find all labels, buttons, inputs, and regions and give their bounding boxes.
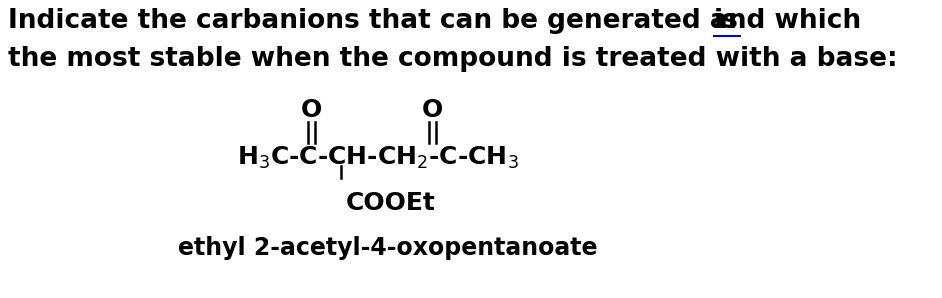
Text: O: O xyxy=(301,98,322,122)
Text: H$_3$C-C-CH-CH$_2$-C-CH$_3$: H$_3$C-C-CH-CH$_2$-C-CH$_3$ xyxy=(237,145,519,171)
Text: Indicate the carbanions that can be generated and which: Indicate the carbanions that can be gene… xyxy=(8,8,870,34)
Text: ethyl 2-acetyl-4-oxopentanoate: ethyl 2-acetyl-4-oxopentanoate xyxy=(178,236,597,260)
Text: COOEt: COOEt xyxy=(346,191,435,215)
Text: O: O xyxy=(422,98,443,122)
Text: the most stable when the compound is treated with a base:: the most stable when the compound is tre… xyxy=(8,46,898,72)
Text: is: is xyxy=(714,8,739,34)
